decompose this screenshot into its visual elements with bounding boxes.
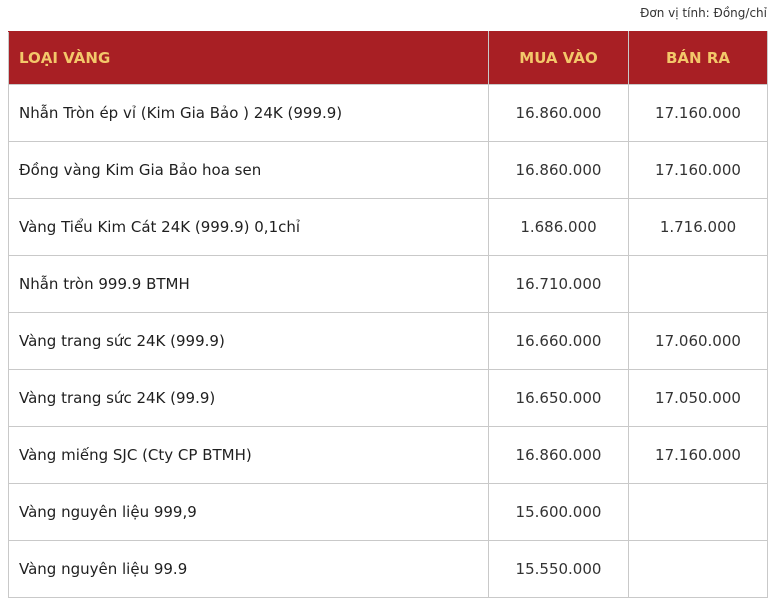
buy-price-cell: 16.860.000 xyxy=(488,141,629,199)
buy-price-cell: 16.650.000 xyxy=(488,369,629,427)
gold-type-cell: Vàng nguyên liệu 999,9 xyxy=(8,483,489,541)
buy-price-cell: 15.550.000 xyxy=(488,540,629,598)
buy-price-cell: 16.710.000 xyxy=(488,255,629,313)
unit-note: Đơn vị tính: Đồng/chỉ xyxy=(640,6,767,20)
gold-type-cell: Nhẫn tròn 999.9 BTMH xyxy=(8,255,489,313)
table-header-row: LOẠI VÀNG MUA VÀO BÁN RA xyxy=(8,31,768,85)
table-row: Vàng miếng SJC (Cty CP BTMH) 16.860.000 … xyxy=(8,426,768,484)
table-row: Vàng trang sức 24K (999.9) 16.660.000 17… xyxy=(8,312,768,370)
sell-price-cell xyxy=(628,483,768,541)
gold-type-cell: Vàng trang sức 24K (999.9) xyxy=(8,312,489,370)
sell-price-cell: 17.060.000 xyxy=(628,312,768,370)
sell-price-cell: 17.050.000 xyxy=(628,369,768,427)
sell-price-cell: 1.716.000 xyxy=(628,198,768,256)
gold-type-cell: Vàng Tiểu Kim Cát 24K (999.9) 0,1chỉ xyxy=(8,198,489,256)
sell-price-cell: 17.160.000 xyxy=(628,426,768,484)
buy-price-cell: 15.600.000 xyxy=(488,483,629,541)
table-row: Vàng trang sức 24K (99.9) 16.650.000 17.… xyxy=(8,369,768,427)
gold-type-cell: Đồng vàng Kim Gia Bảo hoa sen xyxy=(8,141,489,199)
sell-price-cell: 17.160.000 xyxy=(628,141,768,199)
table-row: Vàng Tiểu Kim Cát 24K (999.9) 0,1chỉ 1.6… xyxy=(8,198,768,256)
gold-type-cell: Vàng trang sức 24K (99.9) xyxy=(8,369,489,427)
sell-price-cell xyxy=(628,255,768,313)
table-row: Đồng vàng Kim Gia Bảo hoa sen 16.860.000… xyxy=(8,141,768,199)
sell-price-cell: 17.160.000 xyxy=(628,84,768,142)
header-buy: MUA VÀO xyxy=(488,31,629,85)
buy-price-cell: 16.660.000 xyxy=(488,312,629,370)
buy-price-cell: 1.686.000 xyxy=(488,198,629,256)
buy-price-cell: 16.860.000 xyxy=(488,84,629,142)
gold-type-cell: Vàng nguyên liệu 99.9 xyxy=(8,540,489,598)
table-row: Nhẫn tròn 999.9 BTMH 16.710.000 xyxy=(8,255,768,313)
table-row: Vàng nguyên liệu 999,9 15.600.000 xyxy=(8,483,768,541)
gold-type-cell: Vàng miếng SJC (Cty CP BTMH) xyxy=(8,426,489,484)
buy-price-cell: 16.860.000 xyxy=(488,426,629,484)
header-sell: BÁN RA xyxy=(628,31,768,85)
gold-price-table: LOẠI VÀNG MUA VÀO BÁN RA Nhẫn Tròn ép vỉ… xyxy=(8,31,768,598)
header-gold-type: LOẠI VÀNG xyxy=(8,31,489,85)
table-row: Nhẫn Tròn ép vỉ (Kim Gia Bảo ) 24K (999.… xyxy=(8,84,768,142)
sell-price-cell xyxy=(628,540,768,598)
gold-type-cell: Nhẫn Tròn ép vỉ (Kim Gia Bảo ) 24K (999.… xyxy=(8,84,489,142)
table-row: Vàng nguyên liệu 99.9 15.550.000 xyxy=(8,540,768,598)
